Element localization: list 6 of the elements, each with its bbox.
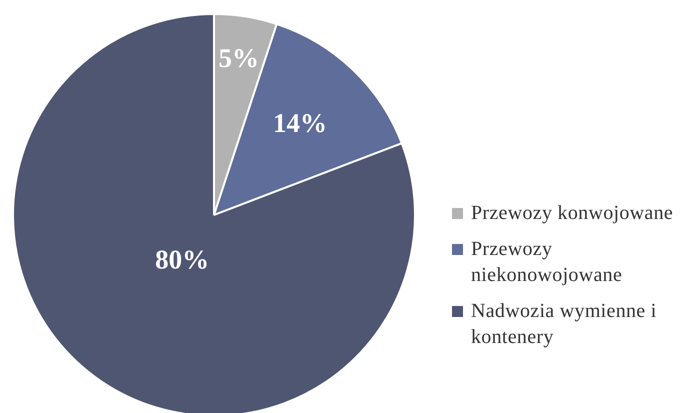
- data-label: 14%: [273, 108, 327, 138]
- legend-label: Nadwozia wymienne i kontenery: [471, 299, 658, 350]
- data-label: 5%: [218, 43, 260, 74]
- data-label: 80%: [155, 244, 210, 274]
- legend-label: Przewozy konwojowane: [471, 201, 674, 226]
- legend-label: Przewozy niekonowojowane: [471, 237, 624, 288]
